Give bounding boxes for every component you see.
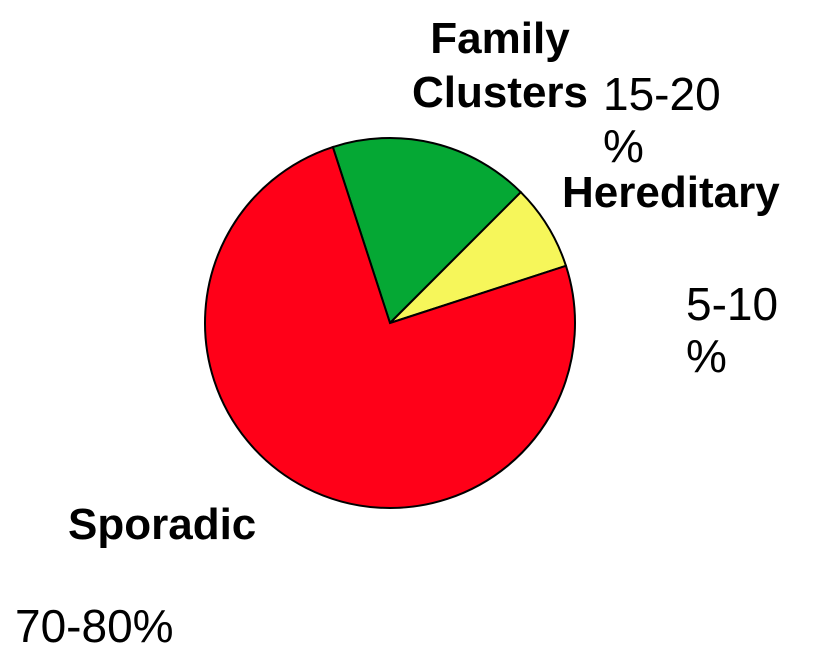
pie-slice <box>204 145 576 509</box>
category-label: Hereditary <box>562 168 780 217</box>
value-label: 15-20 % <box>603 68 721 172</box>
category-label: Family Clusters <box>411 14 589 117</box>
value-label: 5-10 % <box>686 278 779 382</box>
category-label: Sporadic <box>68 500 257 549</box>
pie-slice <box>331 137 523 325</box>
value-label: 70-80% <box>15 600 174 652</box>
